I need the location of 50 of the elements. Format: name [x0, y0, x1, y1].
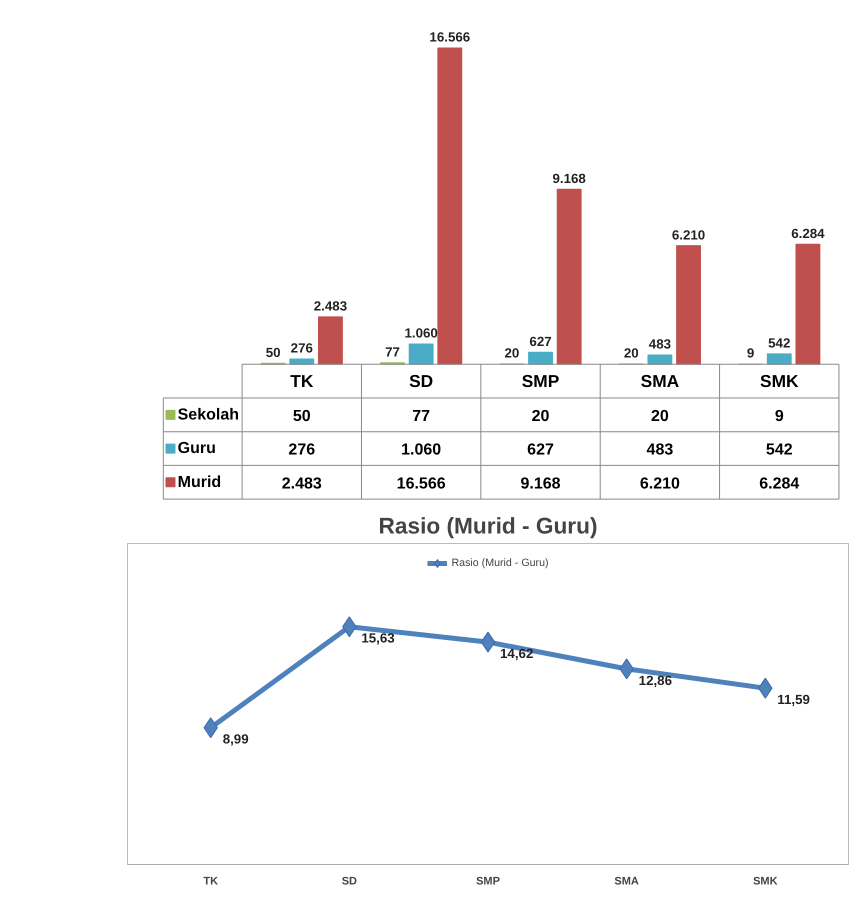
- legend-label: Sekolah: [178, 406, 239, 424]
- text: 2.483: [314, 298, 348, 314]
- legend-label: Guru: [178, 440, 216, 458]
- data-label: 627: [527, 442, 554, 459]
- legend-label: Rasio (Murid - Guru): [451, 557, 549, 569]
- x-tick-label: SD: [342, 876, 358, 888]
- legend-label: Murid: [178, 474, 222, 491]
- text: 627: [529, 334, 552, 349]
- data-label: 11,59: [777, 692, 810, 708]
- text: 6.210: [672, 227, 706, 242]
- x-tick-label: SMP: [522, 371, 560, 392]
- text: 542: [768, 336, 790, 351]
- x-tick-label: SMP: [476, 876, 500, 888]
- data-label: 9.168: [520, 475, 561, 492]
- data-label: 6.284: [759, 475, 800, 492]
- x-tick-label: SMA: [614, 876, 639, 888]
- data-label: 14,62: [500, 646, 534, 662]
- data-label: 483: [646, 442, 674, 459]
- text: 20: [504, 346, 520, 361]
- data-label: 20: [532, 408, 550, 425]
- data-label: 15,63: [361, 630, 395, 646]
- data-label: 50: [292, 408, 311, 425]
- x-tick-label: TK: [290, 371, 314, 392]
- x-tick-label: SMK: [753, 876, 778, 888]
- x-tick-label: TK: [203, 876, 218, 888]
- text: 50: [266, 344, 281, 360]
- text: 20: [624, 346, 639, 361]
- text: 77: [385, 344, 400, 360]
- data-label: 542: [766, 442, 793, 459]
- data-label: 276: [288, 442, 316, 459]
- text: 6.284: [791, 226, 825, 241]
- data-label: 6.210: [640, 475, 680, 492]
- data-label: 8,99: [222, 732, 249, 747]
- x-tick-label: SMA: [640, 371, 680, 392]
- x-tick-label: SD: [409, 371, 434, 392]
- data-label: 2.483: [282, 475, 322, 492]
- text: 16.566: [429, 30, 470, 45]
- data-label: 16.566: [396, 475, 446, 492]
- x-tick-label: SMK: [760, 371, 800, 392]
- text: 483: [648, 336, 672, 352]
- chart-title: Rasio (Murid - Guru): [378, 512, 598, 538]
- data-label: 12,86: [638, 672, 672, 688]
- text: 9.168: [552, 170, 586, 186]
- text: 9: [746, 346, 754, 361]
- data-label: 9: [774, 408, 784, 425]
- data-label: 20: [650, 408, 669, 425]
- data-label: 1.060: [401, 442, 442, 459]
- text: 276: [290, 340, 313, 356]
- data-label: 77: [412, 408, 430, 425]
- text: 1.060: [404, 326, 438, 341]
